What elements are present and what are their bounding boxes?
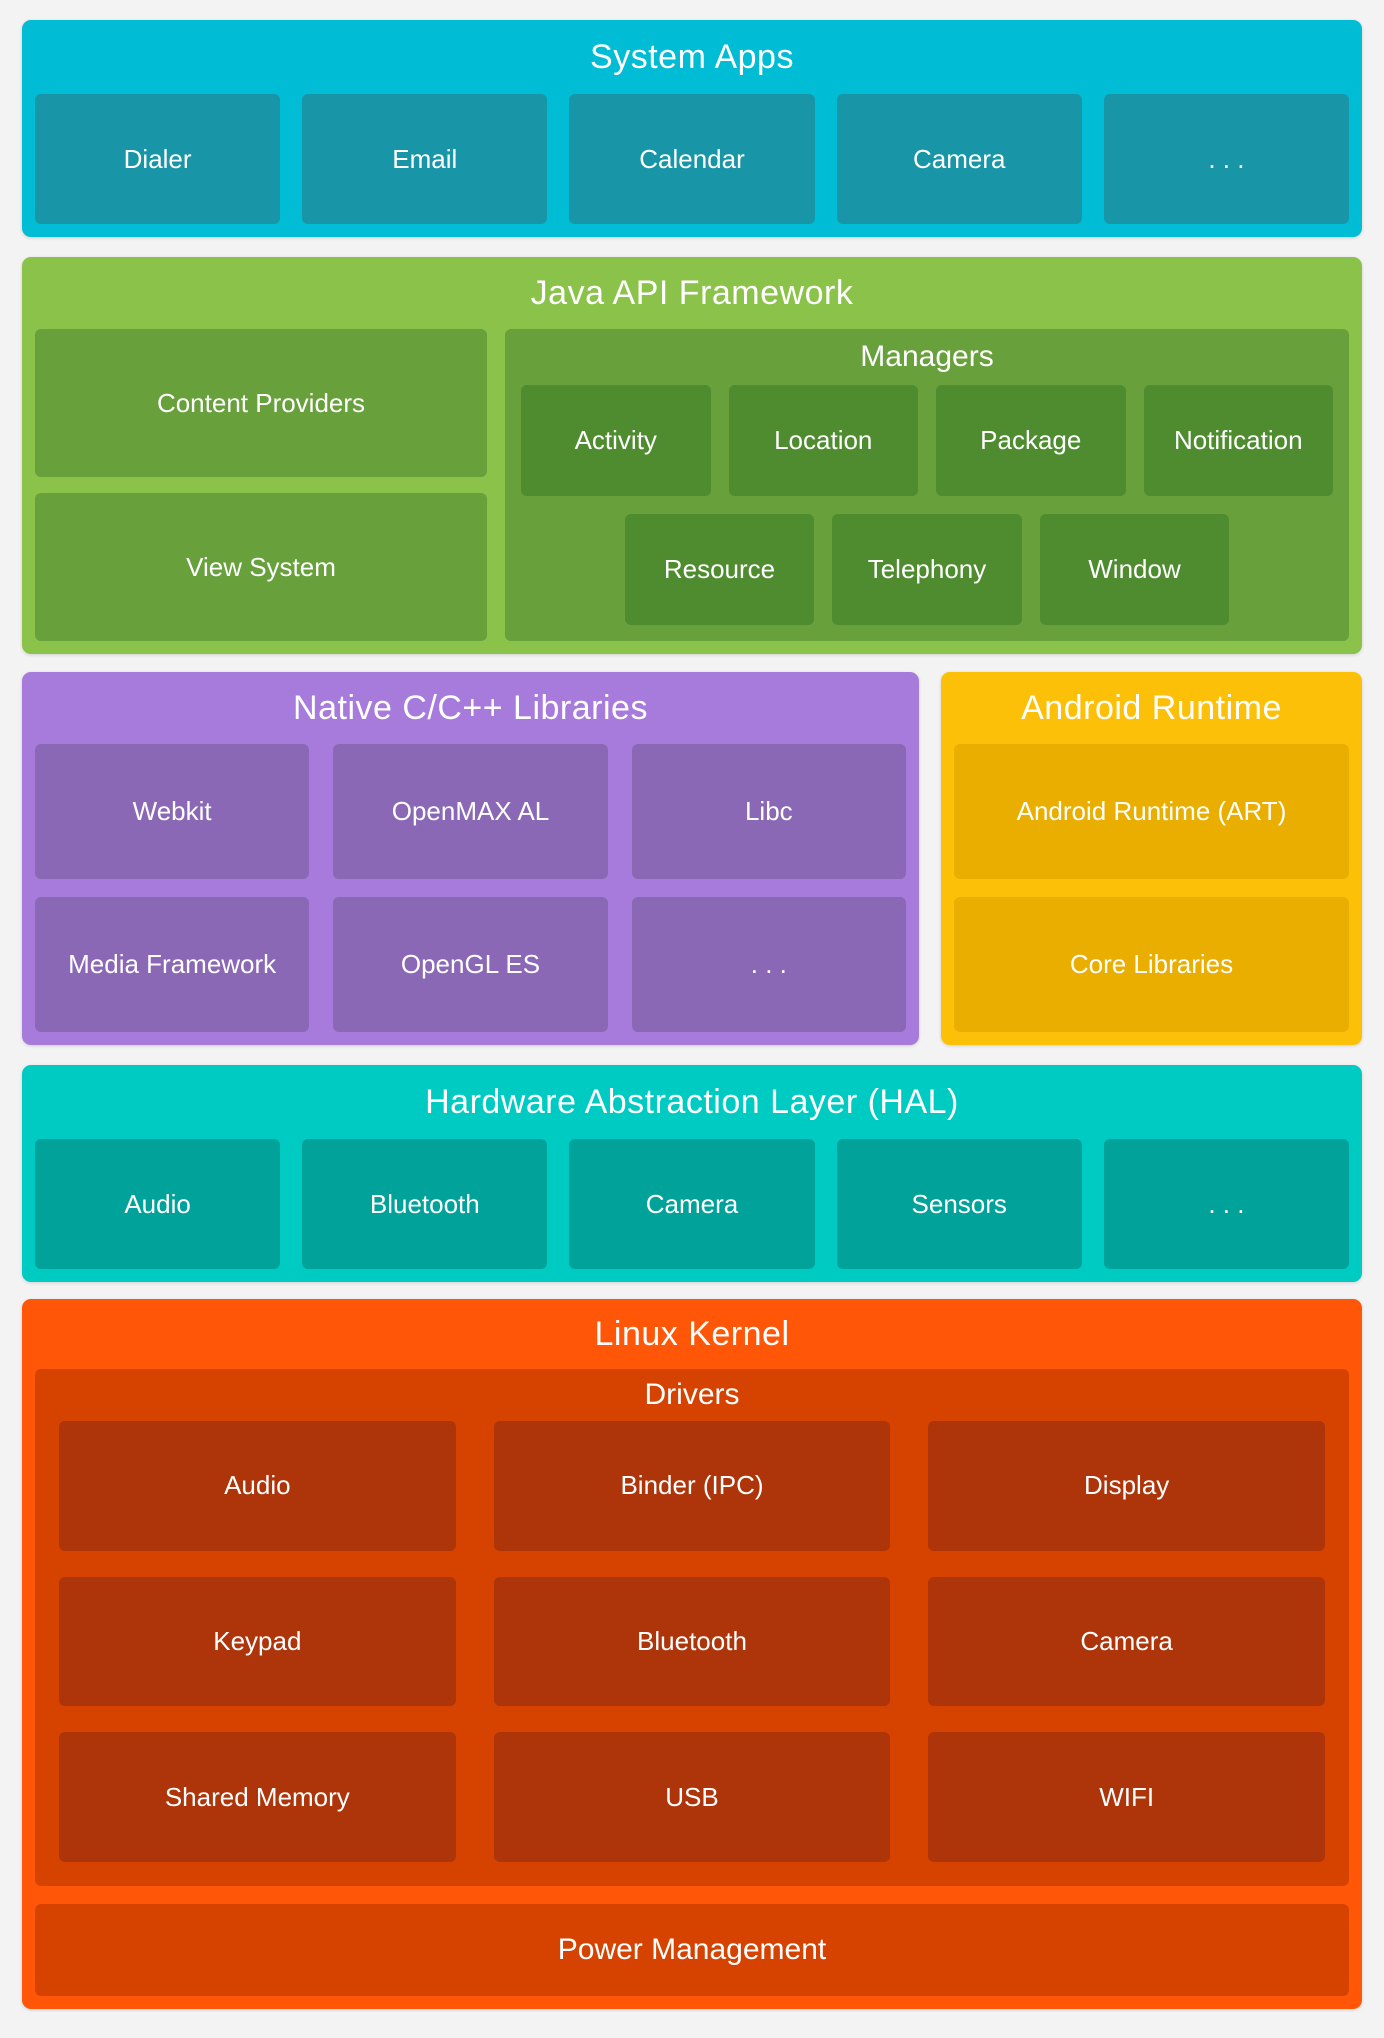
middle-row: Native C/C++ Libraries Webkit OpenMAX AL… — [22, 672, 1362, 1045]
section-android-runtime: Android Runtime Android Runtime (ART) Co… — [941, 672, 1362, 1045]
box-more-apps: . . . — [1103, 94, 1350, 224]
java-left-column: Content Providers View System — [35, 329, 487, 641]
java-api-title: Java API Framework — [530, 273, 854, 312]
managers-title: Managers — [860, 340, 994, 373]
section-java-api-framework: Java API Framework Content Providers Vie… — [22, 257, 1362, 654]
drivers-group: Drivers Audio Binder (IPC) Display Keypa… — [35, 1369, 1349, 1886]
power-management-box: Power Management — [35, 1904, 1349, 1996]
box-driver-audio: Audio — [59, 1421, 456, 1551]
box-location-manager: Location — [728, 385, 918, 496]
box-view-system: View System — [35, 493, 487, 641]
box-libc: Libc — [631, 744, 906, 879]
box-email: Email — [302, 94, 548, 224]
box-driver-usb: USB — [493, 1732, 891, 1862]
box-package-manager: Package — [936, 385, 1126, 496]
box-media-framework: Media Framework — [35, 897, 310, 1032]
box-content-providers: Content Providers — [35, 329, 487, 477]
box-hal-more: . . . — [1103, 1139, 1350, 1269]
box-driver-wifi: WIFI — [928, 1732, 1325, 1862]
box-art: Android Runtime (ART) — [954, 744, 1349, 879]
java-api-body: Content Providers View System Managers A… — [35, 329, 1349, 641]
box-hal-camera: Camera — [569, 1139, 815, 1269]
native-libraries-grid: Webkit OpenMAX AL Libc Media Framework O… — [35, 744, 906, 1032]
box-opengl-es: OpenGL ES — [333, 897, 608, 1032]
section-linux-kernel: Linux Kernel Drivers Audio Binder (IPC) … — [22, 1299, 1362, 2009]
hal-row: Audio Bluetooth Camera Sensors . . . — [35, 1139, 1350, 1269]
box-driver-shared-memory: Shared Memory — [59, 1732, 456, 1862]
box-activity-manager: Activity — [521, 385, 711, 496]
hal-title: Hardware Abstraction Layer (HAL) — [425, 1082, 959, 1121]
managers-group: Managers Activity Location Package Notif… — [505, 329, 1349, 641]
managers-rows: Activity Location Package Notification R… — [505, 385, 1349, 641]
system-apps-row: Dialer Email Calendar Camera . . . — [35, 94, 1350, 224]
managers-row-1: Activity Location Package Notification — [521, 385, 1333, 496]
box-calendar: Calendar — [569, 94, 815, 224]
box-core-libraries: Core Libraries — [954, 897, 1349, 1032]
box-driver-binder-ipc: Binder (IPC) — [493, 1421, 891, 1551]
box-more-libraries: . . . — [631, 897, 906, 1032]
box-driver-display: Display — [928, 1421, 1325, 1551]
box-webkit: Webkit — [35, 744, 310, 879]
box-driver-bluetooth: Bluetooth — [493, 1576, 891, 1707]
linux-kernel-body: Drivers Audio Binder (IPC) Display Keypa… — [35, 1369, 1349, 1996]
drivers-grid: Audio Binder (IPC) Display Keypad Blueto… — [35, 1421, 1349, 1886]
section-system-apps: System Apps Dialer Email Calendar Camera… — [22, 20, 1362, 237]
section-native-libraries: Native C/C++ Libraries Webkit OpenMAX AL… — [22, 672, 919, 1045]
box-camera: Camera — [836, 94, 1082, 224]
box-driver-camera: Camera — [928, 1576, 1325, 1707]
android-runtime-title: Android Runtime — [1021, 688, 1282, 727]
box-dialer: Dialer — [35, 94, 281, 224]
android-runtime-column: Android Runtime (ART) Core Libraries — [954, 744, 1349, 1032]
box-hal-sensors: Sensors — [836, 1139, 1082, 1269]
box-telephony-manager: Telephony — [832, 514, 1022, 625]
box-driver-keypad: Keypad — [59, 1576, 456, 1707]
box-hal-audio: Audio — [35, 1139, 281, 1269]
linux-kernel-title: Linux Kernel — [594, 1314, 790, 1353]
box-hal-bluetooth: Bluetooth — [302, 1139, 548, 1269]
box-window-manager: Window — [1039, 514, 1230, 625]
managers-row-2: Resource Telephony Window — [521, 514, 1333, 625]
drivers-title: Drivers — [644, 1378, 740, 1411]
box-resource-manager: Resource — [624, 514, 815, 625]
native-libraries-title: Native C/C++ Libraries — [293, 688, 648, 727]
section-hal: Hardware Abstraction Layer (HAL) Audio B… — [22, 1065, 1362, 1282]
box-openmax-al: OpenMAX AL — [333, 744, 608, 879]
system-apps-title: System Apps — [590, 37, 794, 76]
box-notification-manager: Notification — [1143, 385, 1333, 496]
